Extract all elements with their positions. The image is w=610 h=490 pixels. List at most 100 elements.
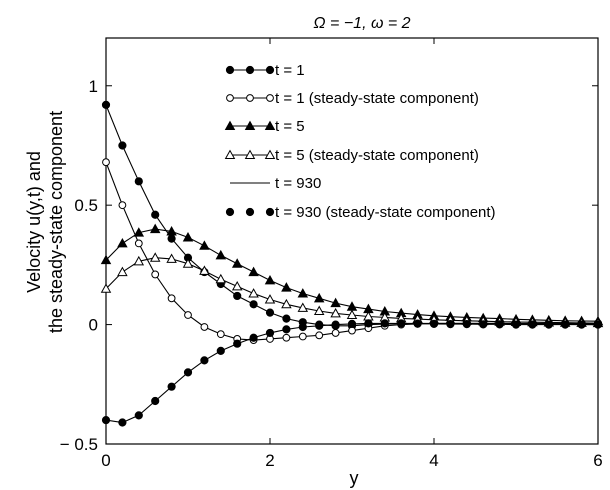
data-point	[199, 240, 210, 250]
x-axis-label: y	[350, 468, 359, 488]
data-point	[149, 223, 161, 234]
legend-marker	[246, 94, 254, 102]
data-point	[577, 320, 586, 329]
data-point	[298, 332, 307, 341]
axes-box	[105, 37, 599, 445]
data-point	[282, 314, 291, 323]
legend-marker	[244, 120, 256, 131]
data-point	[330, 297, 341, 308]
data-point	[297, 302, 309, 312]
data-point	[413, 319, 422, 328]
data-point	[429, 319, 439, 328]
data-point	[298, 322, 307, 332]
data-point	[265, 328, 275, 338]
series-5	[105, 322, 598, 424]
data-point	[315, 331, 324, 340]
data-point	[149, 252, 161, 262]
legend-marker	[245, 65, 255, 75]
data-point	[297, 288, 309, 298]
legend-marker	[224, 149, 236, 160]
data-point	[233, 339, 242, 348]
data-point	[248, 288, 259, 298]
data-point	[346, 309, 358, 320]
data-point	[347, 319, 357, 328]
legend-item: t = 930 (steady-state component)	[225, 204, 496, 221]
chart-title: Ω = −1, ω = 2	[313, 15, 410, 32]
legend-label: t = 1	[275, 62, 305, 79]
data-point	[315, 321, 324, 330]
y-tick-label: 1	[89, 77, 98, 96]
data-point	[380, 319, 389, 328]
data-point	[166, 226, 177, 236]
legend-label: t = 930 (steady-state component)	[275, 204, 496, 221]
data-point	[134, 239, 143, 248]
data-point	[133, 227, 145, 237]
data-point	[331, 329, 340, 337]
data-point	[183, 368, 193, 377]
data-point	[199, 265, 210, 275]
data-point	[231, 280, 243, 291]
data-point	[100, 283, 112, 293]
x-tick-label: 0	[101, 451, 110, 470]
data-point	[134, 411, 143, 420]
data-point	[281, 298, 292, 309]
x-tick-label: 4	[429, 451, 438, 470]
data-point	[117, 266, 128, 277]
data-point	[264, 294, 276, 304]
y-tick-label: 0.5	[74, 196, 98, 215]
data-point	[117, 237, 128, 248]
series-6	[101, 319, 603, 427]
legend-marker	[266, 94, 274, 102]
legend-marker	[226, 94, 234, 102]
y-axis-label-line2: the steady-state component	[46, 111, 66, 333]
data-point	[134, 177, 143, 186]
data-point	[397, 319, 406, 328]
data-point	[182, 231, 194, 242]
data-point	[151, 270, 160, 279]
data-point	[215, 249, 227, 260]
legend-marker	[244, 149, 256, 160]
data-point	[100, 254, 112, 265]
data-point	[249, 300, 258, 309]
data-point	[264, 274, 276, 285]
legend-item: t = 1	[225, 62, 305, 79]
legend-item: t = 1 (steady-state component)	[226, 90, 479, 107]
legend-label: t = 5	[275, 118, 305, 135]
data-point	[200, 323, 209, 331]
x-tick-label: 6	[593, 451, 602, 470]
data-point	[102, 158, 110, 167]
data-point	[167, 382, 176, 391]
data-point	[446, 320, 455, 329]
data-point	[216, 330, 225, 339]
legend-label: t = 1 (steady-state component)	[275, 90, 479, 107]
legend-marker	[225, 207, 235, 217]
legend: t = 1 t = 1 (steady-state component) t = 5…	[224, 62, 496, 221]
data-point	[348, 326, 356, 335]
data-point	[166, 253, 177, 263]
data-point	[495, 320, 504, 329]
data-point	[462, 320, 471, 329]
data-point	[133, 255, 145, 266]
data-point	[544, 320, 553, 329]
x-tick-label: 2	[265, 451, 274, 470]
data-point	[101, 416, 111, 425]
series-line	[105, 322, 598, 424]
data-point	[231, 258, 243, 268]
legend-marker	[264, 149, 276, 160]
data-point	[101, 100, 111, 109]
legend-item: t = 5	[224, 118, 305, 135]
data-point	[479, 320, 488, 329]
series-4	[100, 252, 604, 328]
legend-marker	[245, 207, 255, 217]
data-point	[561, 320, 570, 329]
data-point	[511, 320, 521, 329]
legend-item: t = 930	[230, 175, 321, 192]
data-point	[151, 210, 160, 219]
y-axis-label-line1: Velocity u(y,t) and	[24, 151, 44, 293]
data-point	[248, 266, 259, 277]
legend-marker	[225, 65, 235, 75]
data-point	[216, 346, 225, 355]
data-point	[167, 294, 176, 303]
data-point	[233, 291, 242, 301]
data-point	[331, 320, 340, 329]
